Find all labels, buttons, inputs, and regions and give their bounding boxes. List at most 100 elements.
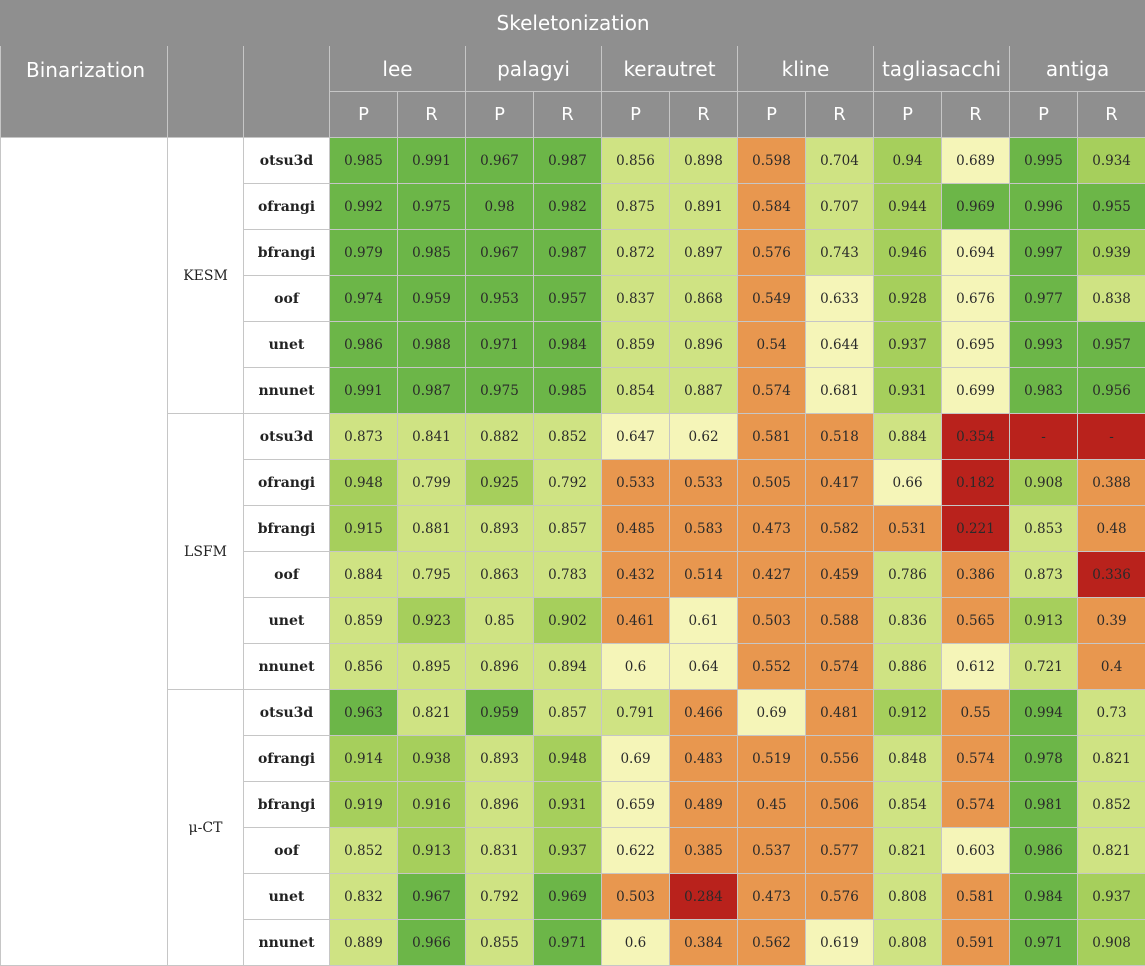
value-cell: 0.588 — [806, 598, 874, 644]
value-cell: 0.808 — [874, 874, 942, 920]
metric-header-lee-R: R — [398, 92, 466, 138]
value-cell: 0.948 — [330, 460, 398, 506]
method-label: nnunet — [244, 368, 330, 414]
value-cell: 0.969 — [942, 184, 1010, 230]
value-cell: 0.574 — [942, 782, 1010, 828]
value-cell: 0.991 — [330, 368, 398, 414]
value-cell: 0.681 — [806, 368, 874, 414]
algorithm-header-kerautret: kerautret — [602, 46, 738, 92]
value-cell: 0.619 — [806, 920, 874, 966]
value-cell: 0.884 — [330, 552, 398, 598]
value-cell: 0.54 — [738, 322, 806, 368]
value-cell: 0.931 — [534, 782, 602, 828]
value-cell: 0.915 — [330, 506, 398, 552]
value-cell: 0.991 — [398, 138, 466, 184]
value-cell: 0.533 — [670, 460, 738, 506]
value-cell: 0.895 — [398, 644, 466, 690]
value-cell: 0.837 — [602, 276, 670, 322]
value-cell: 0.854 — [602, 368, 670, 414]
value-cell: 0.721 — [1010, 644, 1078, 690]
modality-label: LSFM — [168, 414, 244, 690]
value-cell: 0.896 — [466, 782, 534, 828]
value-cell: 0.908 — [1010, 460, 1078, 506]
value-cell: 0.868 — [670, 276, 738, 322]
value-cell: 0.859 — [602, 322, 670, 368]
value-cell: 0.937 — [534, 828, 602, 874]
value-cell: 0.574 — [806, 644, 874, 690]
value-cell: 0.792 — [534, 460, 602, 506]
value-cell: 0.967 — [466, 138, 534, 184]
value-cell: 0.503 — [602, 874, 670, 920]
method-label: otsu3d — [244, 414, 330, 460]
value-cell: 0.985 — [534, 368, 602, 414]
value-cell: 0.955 — [1078, 184, 1145, 230]
method-label: ofrangi — [244, 184, 330, 230]
value-cell: 0.873 — [1010, 552, 1078, 598]
value-cell: 0.896 — [670, 322, 738, 368]
value-cell: 0.953 — [466, 276, 534, 322]
value-cell: 0.4 — [1078, 644, 1145, 690]
value-cell: 0.45 — [738, 782, 806, 828]
value-cell: 0.466 — [670, 690, 738, 736]
value-cell: 0.873 — [330, 414, 398, 460]
value-cell: 0.893 — [466, 506, 534, 552]
value-cell: 0.894 — [534, 644, 602, 690]
value-cell: 0.48 — [1078, 506, 1145, 552]
value-cell: 0.821 — [1078, 828, 1145, 874]
value-cell: 0.956 — [1078, 368, 1145, 414]
value-cell: 0.925 — [466, 460, 534, 506]
method-label: otsu3d — [244, 690, 330, 736]
value-cell: 0.916 — [398, 782, 466, 828]
value-cell: 0.996 — [1010, 184, 1078, 230]
value-cell: 0.704 — [806, 138, 874, 184]
value-cell: 0.98 — [466, 184, 534, 230]
metric-header-lee-P: P — [330, 92, 398, 138]
value-cell: 0.986 — [330, 322, 398, 368]
value-cell: 0.537 — [738, 828, 806, 874]
value-cell: 0.948 — [534, 736, 602, 782]
value-cell: 0.836 — [874, 598, 942, 644]
method-label: unet — [244, 598, 330, 644]
value-cell: 0.707 — [806, 184, 874, 230]
value-cell: 0.384 — [670, 920, 738, 966]
value-cell: 0.531 — [874, 506, 942, 552]
modality-header-blank — [168, 46, 244, 138]
value-cell: 0.808 — [874, 920, 942, 966]
value-cell: - — [1078, 414, 1145, 460]
value-cell: 0.971 — [466, 322, 534, 368]
value-cell: 0.69 — [738, 690, 806, 736]
value-cell: 0.912 — [874, 690, 942, 736]
value-cell: 0.832 — [330, 874, 398, 920]
value-cell: 0.695 — [942, 322, 1010, 368]
method-label: nnunet — [244, 920, 330, 966]
value-cell: 0.61 — [670, 598, 738, 644]
value-cell: 0.518 — [806, 414, 874, 460]
value-cell: 0.821 — [398, 690, 466, 736]
value-cell: 0.859 — [330, 598, 398, 644]
value-cell: 0.831 — [466, 828, 534, 874]
modality-label: μ-CT — [168, 690, 244, 966]
method-label: unet — [244, 322, 330, 368]
value-cell: 0.881 — [398, 506, 466, 552]
value-cell: 0.969 — [534, 874, 602, 920]
value-cell: 0.841 — [398, 414, 466, 460]
metric-header-antiga-R: R — [1078, 92, 1145, 138]
value-cell: 0.6 — [602, 920, 670, 966]
algorithm-header-lee: lee — [330, 46, 466, 92]
value-cell: 0.786 — [874, 552, 942, 598]
value-cell: 0.591 — [942, 920, 1010, 966]
value-cell: 0.66 — [874, 460, 942, 506]
value-cell: 0.743 — [806, 230, 874, 276]
value-cell: 0.959 — [398, 276, 466, 322]
value-cell: 0.963 — [330, 690, 398, 736]
value-cell: 0.946 — [874, 230, 942, 276]
value-cell: 0.783 — [534, 552, 602, 598]
value-cell: 0.931 — [874, 368, 942, 414]
value-cell: 0.852 — [1078, 782, 1145, 828]
value-cell: 0.856 — [330, 644, 398, 690]
value-cell: 0.94 — [874, 138, 942, 184]
value-cell: 0.889 — [330, 920, 398, 966]
value-cell: 0.967 — [466, 230, 534, 276]
